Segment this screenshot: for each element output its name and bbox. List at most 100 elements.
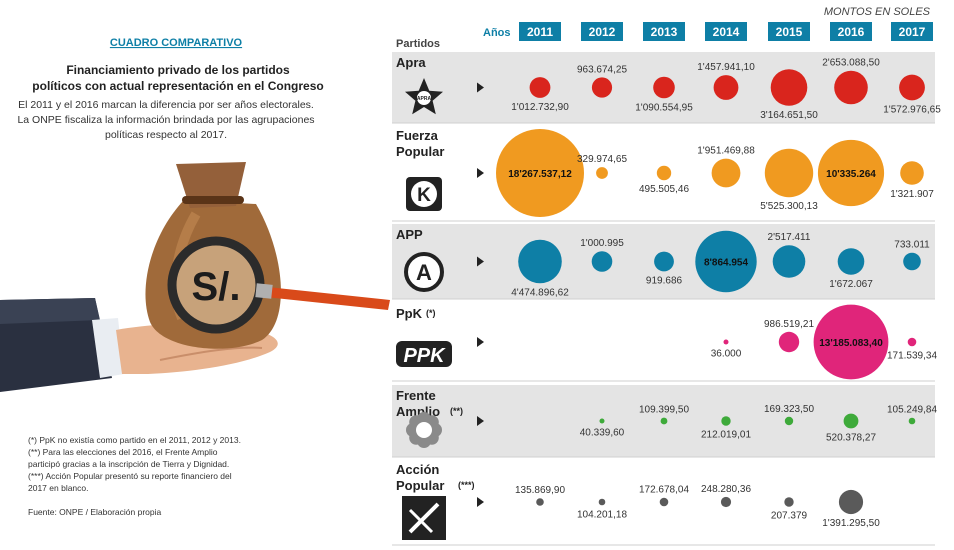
bubble (778, 331, 800, 353)
bubble (591, 251, 613, 272)
data-label: 1'457.941,10 (697, 62, 755, 73)
bag-label: S/. (192, 265, 241, 309)
source: Fuente: ONPE / Elaboración propia (28, 507, 162, 517)
bubble (838, 489, 864, 515)
data-label: 963.674,25 (577, 64, 627, 75)
frente-flower-icon (406, 412, 442, 448)
data-label: 1'951.469,88 (697, 146, 755, 157)
party-name: APP (396, 227, 423, 242)
party-row: APP A 4'474.896,62 1'000.995 919.686 8'864.95… (392, 224, 935, 300)
year-box (830, 22, 872, 41)
k-logo-icon: K (406, 177, 442, 211)
year-label: 2012 (589, 25, 616, 39)
bubble (900, 161, 924, 185)
bubble (723, 339, 729, 345)
apra-star-icon: APRA (405, 78, 443, 115)
bubble (695, 230, 757, 293)
data-label: 40.339,60 (580, 428, 625, 439)
svg-text:PPK: PPK (403, 345, 446, 367)
data-label: 36.000 (711, 349, 742, 360)
data-label: 1'012.732,90 (511, 102, 569, 113)
data-label: 109.399,50 (639, 405, 689, 416)
bubble (903, 252, 921, 271)
y-header: Partidos (396, 38, 440, 50)
year-label: 2017 (899, 25, 926, 39)
bubble (907, 337, 917, 347)
ppk-logo-icon: PPK (396, 341, 452, 367)
data-label: 1'321.907 (890, 189, 934, 200)
data-label: 169.323,50 (764, 404, 814, 415)
magnifier-collar (255, 283, 273, 299)
bubble (843, 413, 859, 429)
bubble (656, 165, 672, 181)
bubble (720, 496, 732, 508)
headline-line2: políticos con actual representación en e… (32, 79, 323, 93)
bubble (772, 245, 806, 278)
year-label: 2011 (527, 25, 553, 39)
data-label: 18'267.537,12 (508, 169, 572, 180)
data-label: 3'164.651,50 (760, 110, 818, 121)
intro-line2: La ONPE fiscaliza la información brindad… (17, 114, 314, 126)
suit-sleeve-shade (0, 298, 100, 324)
bubble (908, 417, 916, 425)
data-label: 520.378,27 (826, 432, 876, 443)
magnifier-handle (256, 286, 390, 310)
accion-shovel-icon (402, 496, 446, 540)
data-label: 2'653.088,50 (822, 58, 880, 69)
svg-text:A: A (416, 260, 432, 285)
year-2015: 2015 (768, 22, 810, 41)
year-box (705, 22, 747, 41)
footnote-mark: (*) (426, 308, 436, 318)
year-2011: 2011 (519, 22, 561, 41)
svg-text:APRA: APRA (417, 96, 432, 102)
footnote-2: (**) Para las elecciones del 2016, el Fr… (28, 447, 218, 457)
year-label: 2013 (651, 25, 678, 39)
year-2014: 2014 (705, 22, 747, 41)
bubble (660, 417, 668, 425)
bubble (813, 304, 889, 380)
footnote-mark: (***) (458, 480, 475, 490)
row-arrow-icon (477, 256, 484, 267)
data-label: 207.379 (771, 511, 808, 522)
data-label: 1'000.995 (580, 238, 624, 249)
chart-header: MONTOS EN SOLES Partidos Años 2011 2012 20… (396, 6, 933, 50)
bubble (837, 248, 865, 275)
bubble (599, 418, 605, 424)
year-box (581, 22, 623, 41)
data-label: 13'185.083,40 (819, 338, 883, 349)
bubble (596, 167, 608, 179)
row-arrow-icon (477, 497, 484, 507)
year-box (891, 22, 933, 41)
bubble (653, 76, 675, 99)
intro-line1: El 2011 y el 2016 marcan la diferencia p… (18, 99, 314, 111)
left-panel: CUADRO COMPARATIVO Financiamiento privad… (0, 37, 390, 517)
bubble (899, 74, 925, 101)
year-box (768, 22, 810, 41)
data-label: 212.019,01 (701, 430, 751, 441)
data-label: 172.678,04 (639, 485, 689, 496)
data-label: 1'391.295,50 (822, 518, 880, 529)
bubble (518, 239, 562, 284)
party-name-line2: Popular (396, 478, 444, 493)
data-label: 1'672.067 (829, 279, 873, 290)
footnote-1: (*) PpK no existía como partido en el 20… (28, 435, 241, 445)
chart-title: MONTOS EN SOLES (824, 6, 931, 18)
year-2012: 2012 (581, 22, 623, 41)
bag-rope (182, 196, 244, 204)
bubble (591, 77, 613, 98)
footnote-mark: (**) (450, 406, 463, 416)
party-name: Acción (396, 462, 439, 477)
data-label: 104.201,18 (577, 509, 627, 520)
footnote-4: (***) Acción Popular presentó su reporte… (28, 471, 232, 481)
footnotes: (*) PpK no existía como partido en el 20… (28, 435, 241, 517)
bubble (598, 498, 606, 506)
data-label: 8'864.954 (704, 258, 749, 269)
row-arrow-icon (477, 168, 484, 178)
party-row: Apra APRA 1'012.732,90 963.674,25 1'090.554,… (392, 52, 941, 124)
headline-line1: Financiamiento privado de los partidos (66, 63, 290, 77)
bubble (764, 148, 814, 198)
data-label: 10'335.264 (826, 169, 876, 180)
bubble (654, 251, 674, 272)
